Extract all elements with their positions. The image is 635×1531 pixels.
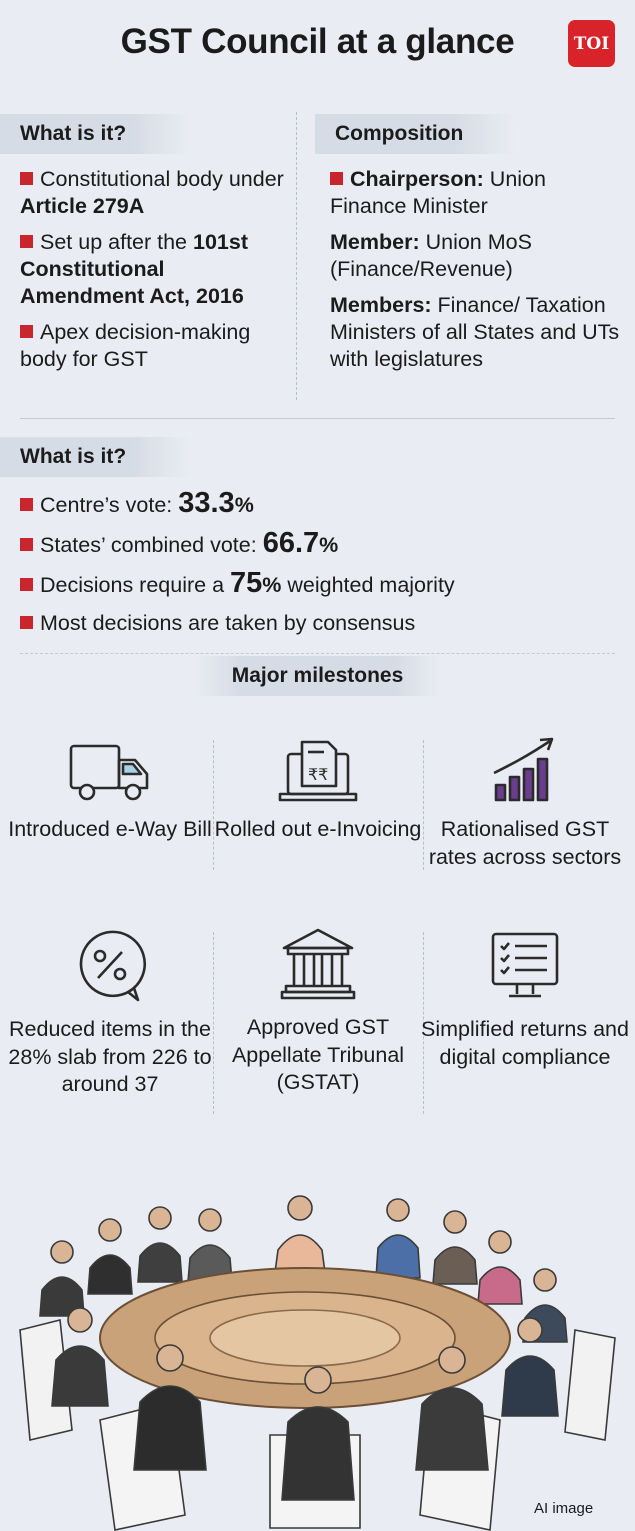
milestone-label: Introduced e-Way Bill <box>8 817 212 841</box>
milestone-divider <box>213 740 214 870</box>
growth-chart-icon <box>493 737 554 802</box>
composition-list: Chairperson: Union Finance Minister Memb… <box>330 166 620 382</box>
milestone-item: Approved GST Appellate Tribunal (GSTAT) <box>213 926 423 1097</box>
page-title: GST Council at a glance <box>120 22 515 61</box>
invoice-laptop-icon: ₹₹ <box>278 740 358 802</box>
voting-heading: What is it? <box>0 437 190 477</box>
image-caption: AI image <box>534 1500 594 1517</box>
what-heading: What is it? <box>0 114 190 154</box>
milestone-divider <box>423 932 424 1114</box>
voting-row: Decisions require a 75% weighted majorit… <box>20 563 455 603</box>
svg-text:₹₹: ₹₹ <box>308 765 328 784</box>
milestone-label: Rationalised GST rates across sectors <box>428 817 622 869</box>
bullet-square-icon <box>20 578 33 591</box>
milestones-heading: Major milestones <box>195 656 440 696</box>
milestone-item: Introduced e-Way Bill <box>5 742 215 844</box>
seated-person <box>39 1240 85 1317</box>
column-divider <box>296 112 297 400</box>
milestone-item: Rationalised GST rates across sectors <box>420 735 630 871</box>
voting-list: Centre’s vote: 33.3% States’ combined vo… <box>20 483 455 643</box>
bullet-square-icon <box>20 498 33 511</box>
courthouse-icon <box>280 928 356 1000</box>
milestone-item: Reduced items in the 28% slab from 226 t… <box>5 928 215 1099</box>
toi-logo: TOI <box>568 20 615 67</box>
composition-item: Members: Finance/ Taxation Ministers of … <box>330 293 620 371</box>
composition-item: Member: Union MoS (Finance/Revenue) <box>330 230 532 281</box>
section-divider <box>20 653 615 654</box>
seated-person <box>501 1317 559 1417</box>
council-meeting-illustration <box>19 1195 616 1531</box>
milestone-label: Rolled out e-Invoicing <box>214 817 422 841</box>
voting-row: Centre’s vote: 33.3% <box>20 483 455 523</box>
milestone-item: Simplified returns and digital complianc… <box>420 930 630 1071</box>
bullet-square-icon <box>330 172 343 185</box>
bullet-square-icon <box>20 325 33 338</box>
bullet-square-icon <box>20 616 33 629</box>
seated-person <box>415 1346 489 1471</box>
composition-item: Chairperson: Union Finance Minister <box>330 167 546 218</box>
bullet-square-icon <box>20 235 33 248</box>
seated-person <box>137 1206 183 1283</box>
truck-icon <box>69 744 149 801</box>
section-divider <box>20 418 615 419</box>
checklist-monitor-icon <box>491 932 559 998</box>
voting-row: States’ combined vote: 66.7% <box>20 523 455 563</box>
milestone-divider <box>213 932 214 1114</box>
chair <box>564 1329 616 1441</box>
seated-person <box>187 1208 233 1283</box>
seated-person <box>477 1230 523 1305</box>
what-item: Apex decision-making body for GST <box>20 320 251 371</box>
what-item: Constitutional body under Article 279A <box>20 167 284 218</box>
voting-row: Most decisions are taken by consensus <box>20 603 455 643</box>
milestone-label: Reduced items in the 28% slab from 226 t… <box>8 1017 212 1096</box>
table-center <box>209 1309 401 1367</box>
seated-person <box>51 1307 109 1407</box>
seated-person <box>133 1344 207 1471</box>
what-list: Constitutional body under Article 279A S… <box>20 166 290 382</box>
milestone-item: ₹₹ Rolled out e-Invoicing <box>213 740 423 844</box>
milestone-label: Approved GST Appellate Tribunal (GSTAT) <box>231 1015 405 1094</box>
milestone-divider <box>423 740 424 870</box>
seated-person <box>375 1198 421 1279</box>
seated-person <box>281 1366 355 1501</box>
milestone-label: Simplified returns and digital complianc… <box>421 1017 629 1069</box>
bullet-square-icon <box>20 538 33 551</box>
bullet-square-icon <box>20 172 33 185</box>
seated-person <box>432 1210 478 1285</box>
percent-tag-icon <box>79 930 146 1002</box>
composition-heading: Composition <box>315 114 515 154</box>
what-item: Set up after the 101st Constitutional Am… <box>20 230 248 308</box>
chair <box>19 1319 73 1441</box>
seated-person <box>87 1218 133 1295</box>
